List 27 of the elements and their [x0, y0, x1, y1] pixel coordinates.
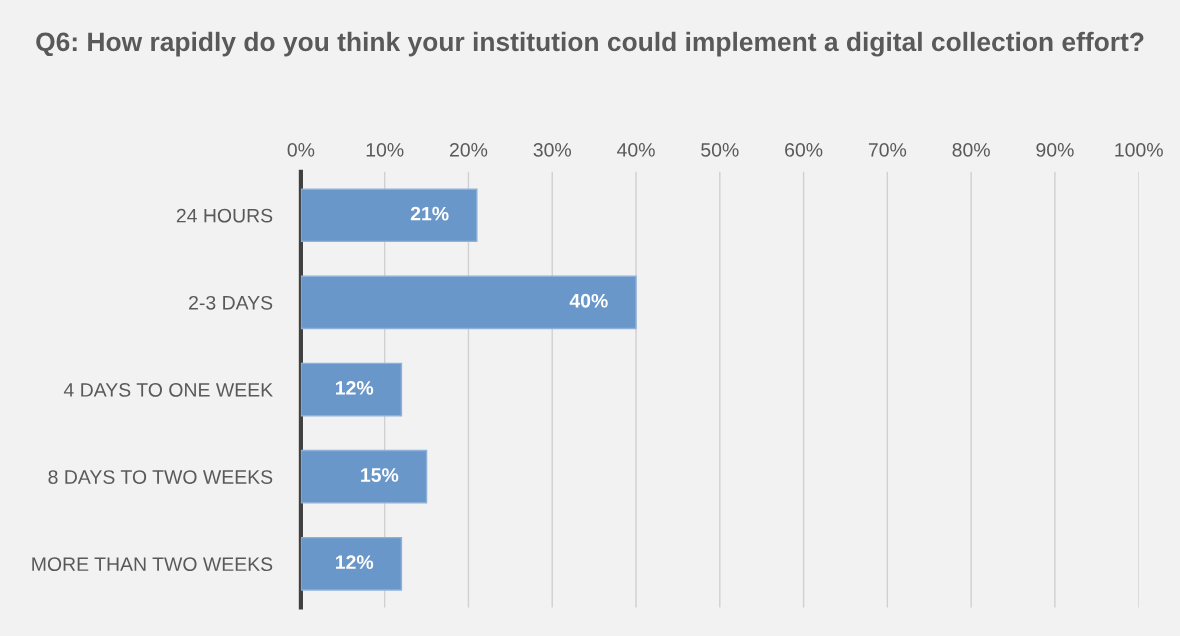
- data-label: 40%: [569, 293, 608, 308]
- x-tick-label: 60%: [785, 143, 823, 157]
- bar: [300, 362, 403, 417]
- x-tick-label: 30%: [533, 143, 572, 157]
- bar: [300, 275, 637, 330]
- y-tick-label: 2-3 DAYS: [189, 295, 273, 310]
- chart-title: Q6: How rapidly do you think your institution could implement a digital collection effort?: [36, 31, 1144, 57]
- data-label: 12%: [335, 555, 374, 569]
- x-tick-label: 0%: [287, 143, 315, 157]
- bar: [300, 536, 403, 591]
- x-tick-label: 80%: [952, 143, 990, 157]
- y-tick-label: 8 DAYS TO TWO WEEKS: [48, 470, 273, 484]
- y-tick-label: MORE THAN TWO WEEKS: [32, 557, 273, 572]
- y-tick-label: 24 HOURS: [176, 208, 273, 223]
- x-tick-label: 20%: [449, 143, 488, 157]
- data-label: 21%: [410, 206, 449, 221]
- x-tick-label: 40%: [617, 143, 655, 157]
- data-label: 15%: [361, 468, 399, 482]
- bar: [300, 188, 478, 243]
- bar: [300, 449, 428, 504]
- x-tick-label: 100%: [1115, 143, 1163, 157]
- y-tick-label: 4 DAYS TO ONE WEEK: [63, 383, 273, 397]
- x-tick-label: 10%: [366, 143, 404, 157]
- x-tick-label: 50%: [701, 143, 739, 157]
- x-tick-label: 70%: [868, 143, 907, 157]
- data-label: 12%: [335, 381, 374, 395]
- x-tick-label: 90%: [1036, 143, 1074, 157]
